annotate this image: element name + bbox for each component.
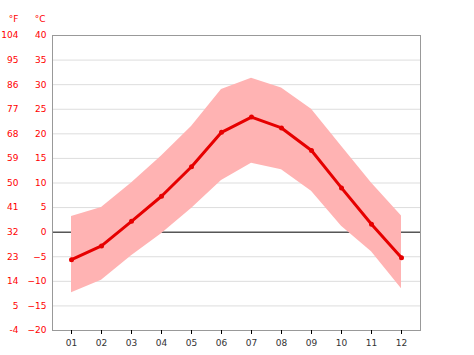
svg-text:-4: -4 — [10, 325, 19, 335]
svg-text:°C: °C — [35, 14, 46, 24]
svg-text:02: 02 — [96, 338, 107, 348]
svg-text:04: 04 — [156, 338, 168, 348]
svg-text:10: 10 — [35, 178, 47, 188]
svg-text:−15: −15 — [28, 301, 47, 311]
svg-text:0: 0 — [41, 227, 47, 237]
svg-text:32: 32 — [7, 227, 18, 237]
svg-text:10: 10 — [336, 338, 348, 348]
svg-text:95: 95 — [7, 55, 18, 65]
svg-text:14: 14 — [7, 276, 19, 286]
svg-text:01: 01 — [66, 338, 77, 348]
svg-text:50: 50 — [7, 178, 19, 188]
svg-text:−10: −10 — [28, 276, 47, 286]
svg-text:03: 03 — [126, 338, 137, 348]
svg-text:86: 86 — [7, 80, 19, 90]
svg-text:08: 08 — [276, 338, 288, 348]
svg-text:41: 41 — [7, 202, 18, 212]
svg-text:68: 68 — [7, 129, 19, 139]
svg-text:23: 23 — [7, 252, 18, 262]
svg-text:09: 09 — [306, 338, 318, 348]
svg-text:06: 06 — [216, 338, 228, 348]
svg-text:07: 07 — [246, 338, 257, 348]
svg-text:59: 59 — [7, 153, 19, 163]
svg-text:12: 12 — [396, 338, 407, 348]
svg-text:40: 40 — [35, 30, 47, 40]
svg-text:20: 20 — [35, 129, 47, 139]
svg-text:−20: −20 — [28, 325, 47, 335]
svg-text:30: 30 — [35, 80, 47, 90]
svg-text:15: 15 — [35, 153, 46, 163]
svg-text:25: 25 — [35, 104, 46, 114]
svg-text:−5: −5 — [33, 252, 46, 262]
svg-text:11: 11 — [366, 338, 377, 348]
svg-text:5: 5 — [41, 202, 47, 212]
svg-text:35: 35 — [35, 55, 46, 65]
svg-text:°F: °F — [9, 14, 19, 24]
svg-text:05: 05 — [186, 338, 197, 348]
svg-text:5: 5 — [13, 301, 19, 311]
svg-text:77: 77 — [7, 104, 18, 114]
svg-text:104: 104 — [1, 30, 18, 40]
